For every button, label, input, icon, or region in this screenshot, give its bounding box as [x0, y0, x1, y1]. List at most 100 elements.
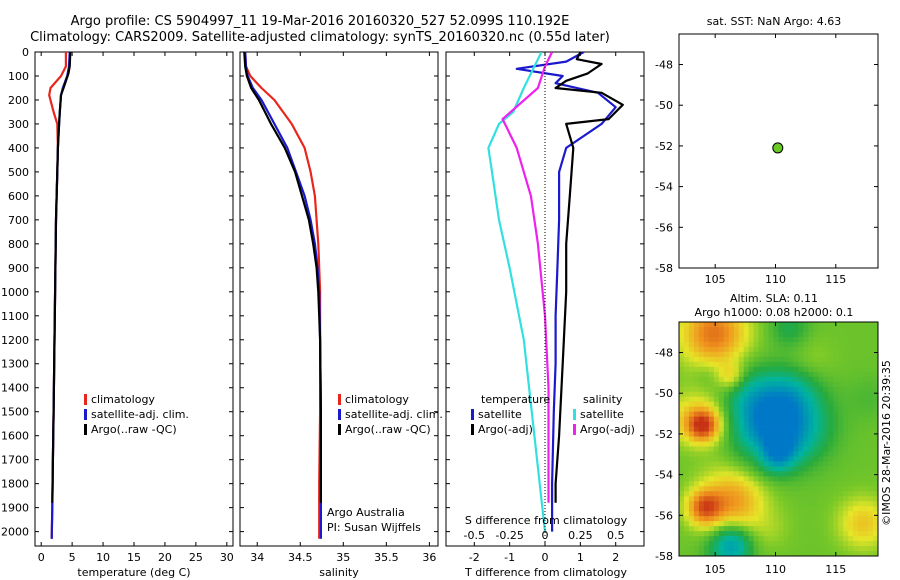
heatmap-cell	[838, 501, 844, 507]
heatmap-cell	[758, 351, 764, 358]
heatmap-cell	[813, 336, 819, 343]
heatmap-cell	[679, 511, 685, 517]
heatmap-cell	[788, 401, 794, 408]
heatmap-cell	[733, 351, 740, 358]
heatmap-cell	[713, 406, 720, 413]
heatmap-cell	[693, 486, 700, 492]
heatmap-cell	[768, 526, 774, 532]
heatmap-cell	[763, 471, 769, 477]
heatmap-cell	[858, 491, 864, 497]
heatmap-cell	[758, 371, 764, 378]
heatmap-cell	[683, 396, 690, 403]
heatmap-cell	[783, 406, 789, 413]
s-tick-label: 0.5	[607, 529, 625, 542]
heatmap-cell	[773, 381, 779, 388]
heatmap-cell	[783, 536, 789, 542]
heatmap-cell	[873, 406, 879, 413]
heatmap-cell	[743, 506, 750, 512]
heatmap-cell	[748, 426, 755, 432]
heatmap-cell	[798, 491, 804, 497]
heatmap-cell	[828, 501, 834, 507]
heatmap-cell	[843, 481, 849, 487]
heatmap-cell	[798, 456, 804, 462]
heatmap-cell	[703, 361, 710, 368]
heatmap-cell	[838, 466, 844, 472]
heatmap-cell	[858, 381, 864, 388]
heatmap-cell	[679, 501, 685, 507]
heatmap-cell	[853, 326, 859, 333]
heatmap-cell	[848, 331, 854, 338]
heatmap-cell	[688, 526, 695, 532]
heatmap-cell	[743, 501, 750, 507]
heatmap-cell	[868, 361, 874, 368]
heatmap-cell	[683, 481, 690, 487]
heatmap-cell	[713, 526, 720, 532]
heatmap-cell	[679, 461, 685, 467]
heatmap-cell	[813, 351, 819, 358]
heatmap-cell	[823, 341, 829, 348]
heatmap-cell	[813, 466, 819, 472]
heatmap-cell	[718, 536, 725, 542]
heatmap-cell	[728, 411, 735, 417]
heatmap-cell	[708, 516, 715, 522]
heatmap-cell	[838, 366, 844, 373]
heatmap-cell	[723, 431, 730, 437]
heatmap-cell	[679, 336, 685, 343]
heatmap-cell	[833, 411, 839, 417]
heatmap-cell	[858, 351, 864, 358]
heatmap-cell	[793, 516, 799, 522]
heatmap-cell	[773, 501, 779, 507]
heatmap-cell	[718, 371, 725, 378]
heatmap-cell	[773, 516, 779, 522]
heatmap-cell	[728, 446, 735, 452]
heatmap-cell	[688, 371, 695, 378]
heatmap-cell	[848, 346, 854, 353]
heatmap-cell	[743, 396, 750, 403]
heatmap-cell	[848, 366, 854, 373]
heatmap-cell	[788, 371, 794, 378]
heatmap-cell	[788, 322, 794, 328]
heatmap-cell	[693, 536, 700, 542]
heatmap-cell	[703, 531, 710, 537]
heatmap-cell	[679, 426, 685, 432]
heatmap-cell	[798, 476, 804, 482]
heatmap-cell	[688, 386, 695, 393]
heatmap-cell	[728, 326, 735, 333]
heatmap-cell	[833, 436, 839, 442]
heatmap-cell	[853, 351, 859, 358]
heatmap-cell	[833, 356, 839, 363]
heatmap-cell	[828, 456, 834, 462]
heatmap-cell	[783, 481, 789, 487]
heatmap-cell	[733, 461, 740, 467]
heatmap-cell	[723, 401, 730, 408]
heatmap-cell	[818, 361, 824, 368]
heatmap-cell	[788, 436, 794, 442]
heatmap-cell	[823, 391, 829, 398]
heatmap-cell	[793, 456, 799, 462]
y-tick-label: 1100	[1, 310, 29, 323]
heatmap-cell	[868, 461, 874, 467]
heatmap-cell	[858, 391, 864, 398]
temperature-xlabel: temperature (deg C)	[77, 566, 190, 579]
heatmap-cell	[733, 526, 740, 532]
heatmap-cell	[838, 516, 844, 522]
heatmap-cell	[828, 346, 834, 353]
heatmap-cell	[768, 322, 774, 328]
heatmap-cell	[693, 441, 700, 447]
heatmap-cell	[818, 356, 824, 363]
heatmap-cell	[823, 536, 829, 542]
heatmap-cell	[858, 426, 864, 432]
heatmap-cell	[708, 356, 715, 363]
heatmap-cell	[768, 391, 774, 398]
heatmap-cell	[718, 416, 725, 422]
heatmap-cell	[753, 381, 760, 388]
heatmap-cell	[753, 486, 760, 492]
heatmap-cell	[698, 406, 705, 413]
heatmap-cell	[783, 351, 789, 358]
heatmap-cell	[743, 351, 750, 358]
heatmap-cell	[853, 441, 859, 447]
heatmap-cell	[688, 486, 695, 492]
heatmap-cell	[693, 506, 700, 512]
heatmap-cell	[858, 441, 864, 447]
heatmap-cell	[713, 326, 720, 333]
